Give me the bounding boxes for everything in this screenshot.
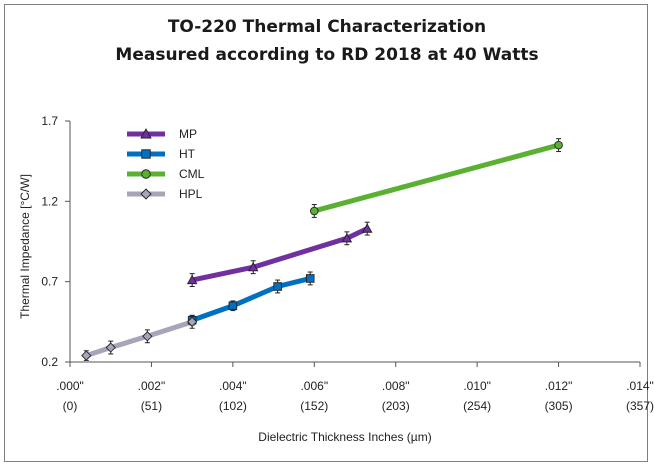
x-tick-label: .012" [545,379,573,393]
x-tick-label-metric: (305) [545,399,573,413]
legend-label-hpl: HPL [179,187,203,201]
x-tick-label: .000" [56,379,84,393]
y-tick-label: 0.2 [41,355,58,369]
data-point-mp [247,261,259,272]
x-tick-label: .004" [219,379,247,393]
chart-title: TO-220 Thermal Characterization [167,17,487,37]
x-tick-label: .006" [300,379,328,393]
chart-frame [4,4,648,462]
x-tick-label-metric: (102) [219,399,247,413]
series-line-mp [191,226,369,283]
x-tick-label-metric: (254) [463,399,491,413]
y-tick-label: 0.7 [41,275,58,289]
data-point-mp [361,223,373,233]
x-tick-label: .002" [138,379,166,393]
x-tick-label-metric: (0) [63,399,78,413]
data-point-ht [305,274,315,283]
data-point-ht [228,301,238,311]
x-tick-label: .008" [382,379,410,393]
x-tick-label-metric: (51) [141,399,162,413]
x-tick-label-metric: (357) [626,399,654,413]
legend-label-mp: MP [179,127,197,141]
chart-subtitle: Measured according to RD 2018 at 40 Watt… [115,45,539,65]
legend-label-cml: CML [179,167,205,181]
data-point-mp [186,274,198,285]
data-point-ht [273,282,282,291]
data-point-cml [554,140,563,150]
legend-marker-hpl [140,188,152,200]
data-point-hpl [81,350,92,361]
data-point-hpl [105,342,116,353]
legend-marker-mp [140,128,152,139]
x-axis-label: Dielectric Thickness Inches (µm) [258,430,431,444]
x-tick-label: .010" [463,379,491,393]
data-point-cml [310,206,319,216]
data-point-mp [341,232,353,243]
legend-marker-ht [141,149,151,159]
x-tick-label-metric: (203) [382,399,410,413]
legend-label-ht: HT [179,147,196,161]
y-tick-label: 1.2 [41,194,58,208]
series-line-hpl [85,319,193,358]
legend-marker-cml [141,169,151,179]
series-line-cml [313,142,560,214]
data-point-hpl [142,331,153,342]
series-line-ht [191,276,311,323]
x-tick-label: .014" [626,379,654,393]
x-tick-label-metric: (152) [300,399,328,413]
y-tick-label: 1.7 [41,114,58,128]
data-point-hpl [187,316,198,327]
y-axis-label: Thermal Impedance [°C/W] [18,174,32,319]
